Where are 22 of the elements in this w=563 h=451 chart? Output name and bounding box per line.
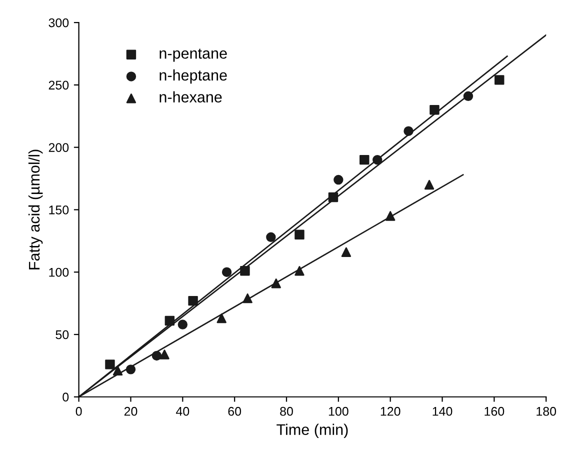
- y-tick-label: 100: [49, 268, 69, 277]
- x-tick-label: 40: [176, 406, 190, 416]
- legend-label: n-pentane: [160, 48, 227, 62]
- x-tick-label: 60: [228, 406, 242, 416]
- legend-label: n-hexane: [160, 91, 222, 103]
- x-tick-label: 140: [432, 406, 452, 416]
- x-tick-label: 0: [76, 406, 82, 416]
- y-tick-label: 0: [62, 392, 69, 402]
- x-tick-label: 100: [328, 406, 348, 416]
- y-tick-label: 250: [48, 80, 69, 90]
- x-tick-label: 80: [280, 406, 293, 416]
- x-axis-title: Time (min): [276, 424, 348, 438]
- legend-label: n-heptane: [160, 69, 227, 84]
- y-tick-label: 200: [48, 143, 69, 152]
- x-tick-label: 20: [124, 406, 138, 416]
- x-tick-label: 180: [536, 406, 556, 416]
- y-tick-label: 300: [48, 18, 69, 28]
- x-tick-label: 120: [380, 406, 400, 416]
- y-axis-title: Fatty acid (µmol/l): [28, 150, 43, 270]
- y-tick-label: 50: [56, 330, 69, 340]
- x-tick-label: 160: [484, 406, 504, 416]
- y-tick-label: 150: [49, 206, 69, 214]
